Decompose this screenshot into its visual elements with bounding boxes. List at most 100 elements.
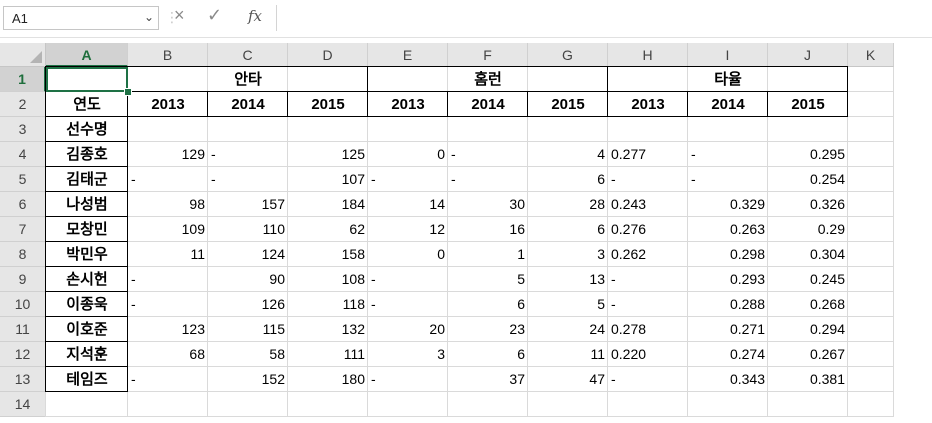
row-header-13[interactable]: 13 — [0, 367, 46, 392]
header-year-2013: 2013 — [391, 96, 425, 113]
select-all-button[interactable] — [0, 43, 46, 67]
formula-bar: A1 ⌄ ⋮ × ✓ fx — [0, 0, 932, 38]
data-cell: 118 — [342, 296, 365, 312]
data-cell: 0.268 — [809, 296, 845, 312]
formula-input[interactable] — [276, 5, 932, 31]
data-cell: 0.243 — [611, 196, 647, 212]
data-cell: - — [211, 171, 216, 187]
player-name: 지석훈 — [66, 346, 108, 363]
player-name: 김종호 — [66, 146, 108, 163]
column-header-b[interactable]: B — [128, 43, 208, 67]
gridline — [287, 67, 288, 417]
column-header-a[interactable]: A — [46, 43, 128, 67]
row-header-9[interactable]: 9 — [0, 267, 46, 292]
fill-handle[interactable] — [124, 88, 132, 96]
gridline — [893, 67, 894, 417]
gridline — [46, 141, 894, 142]
data-cell: - — [691, 171, 696, 187]
gridline — [46, 266, 894, 267]
cell-border — [127, 116, 128, 392]
data-cell: 0.277 — [611, 146, 647, 162]
column-header-e[interactable]: E — [368, 43, 448, 67]
column-header-g[interactable]: G — [528, 43, 608, 67]
gridline — [687, 67, 688, 417]
data-cell: 13 — [589, 271, 605, 287]
data-cell: 0.294 — [809, 321, 845, 337]
row-header-2[interactable]: 2 — [0, 92, 46, 117]
data-cell: 28 — [589, 196, 605, 212]
column-header-h[interactable]: H — [608, 43, 688, 67]
chevron-down-icon[interactable]: ⌄ — [143, 10, 154, 24]
data-cell: 111 — [343, 346, 365, 362]
player-name: 테임즈 — [66, 371, 108, 388]
row-header-4[interactable]: 4 — [0, 142, 46, 167]
data-cell: 11 — [590, 346, 605, 362]
row-header-5[interactable]: 5 — [0, 167, 46, 192]
player-name: 박민우 — [66, 246, 108, 263]
data-cell: 3 — [437, 346, 445, 362]
row-header-12[interactable]: 12 — [0, 342, 46, 367]
cell-border — [607, 91, 608, 117]
data-cell: 37 — [509, 371, 525, 387]
cell-border — [45, 116, 848, 117]
row-header-10[interactable]: 10 — [0, 292, 46, 317]
cell-border — [45, 291, 128, 292]
cell-border — [45, 166, 128, 167]
header-year-2015: 2015 — [551, 96, 585, 113]
gridline — [527, 67, 528, 417]
name-box[interactable]: A1 ⌄ — [3, 6, 159, 30]
cell-border — [287, 91, 288, 117]
cancel-icon[interactable]: × — [174, 5, 185, 25]
enter-icon[interactable]: ✓ — [207, 5, 223, 25]
data-cell: 0.220 — [611, 346, 647, 362]
column-header-f[interactable]: F — [448, 43, 528, 67]
cell-border — [45, 366, 128, 367]
column-header-j[interactable]: J — [768, 43, 848, 67]
drag-handle-icon[interactable]: ⋮ — [165, 9, 179, 25]
data-cell: 5 — [517, 271, 525, 287]
row-header-1[interactable]: 1 — [0, 67, 46, 92]
gridline — [207, 67, 208, 417]
row-header-3[interactable]: 3 — [0, 117, 46, 142]
data-cell: 0.298 — [729, 246, 765, 262]
data-cell: 68 — [189, 346, 205, 362]
data-cell: 109 — [181, 221, 205, 237]
data-cell: 0.276 — [611, 221, 647, 237]
data-cell: - — [371, 271, 376, 287]
gridline — [46, 241, 894, 242]
header-year-2013: 2013 — [151, 96, 185, 113]
cell-border — [45, 191, 128, 192]
insert-function-icon[interactable]: fx — [248, 7, 263, 25]
cell-border — [447, 91, 448, 117]
gridline — [46, 166, 894, 167]
data-cell: 108 — [341, 271, 365, 287]
row-header-6[interactable]: 6 — [0, 192, 46, 217]
column-header-k[interactable]: K — [848, 43, 894, 67]
cell-border — [207, 91, 208, 117]
row-header-8[interactable]: 8 — [0, 242, 46, 267]
cell-border — [527, 91, 528, 117]
data-cell: 1 — [517, 246, 525, 262]
column-header-i[interactable]: I — [688, 43, 768, 67]
row-header-11[interactable]: 11 — [0, 317, 46, 342]
row-header-7[interactable]: 7 — [0, 217, 46, 242]
gridline — [46, 291, 894, 292]
cell-border — [45, 391, 128, 392]
header-batting-average: 타율 — [714, 71, 742, 88]
row-header-14[interactable]: 14 — [0, 392, 46, 417]
data-cell: - — [131, 296, 136, 312]
data-cell: 4 — [597, 146, 605, 162]
data-cell: 6 — [517, 346, 525, 362]
data-cell: 0.293 — [729, 271, 765, 287]
data-cell: - — [211, 146, 216, 162]
cell-border — [127, 91, 848, 92]
data-cell: 0.245 — [809, 271, 845, 287]
player-name: 김태군 — [66, 171, 108, 188]
data-cell: 107 — [341, 171, 365, 187]
column-header-d[interactable]: D — [288, 43, 368, 67]
gridline — [46, 191, 894, 192]
column-header-c[interactable]: C — [208, 43, 288, 67]
data-cell: 16 — [509, 221, 525, 237]
gridline — [46, 366, 894, 367]
active-cell-indicator[interactable] — [46, 67, 128, 92]
